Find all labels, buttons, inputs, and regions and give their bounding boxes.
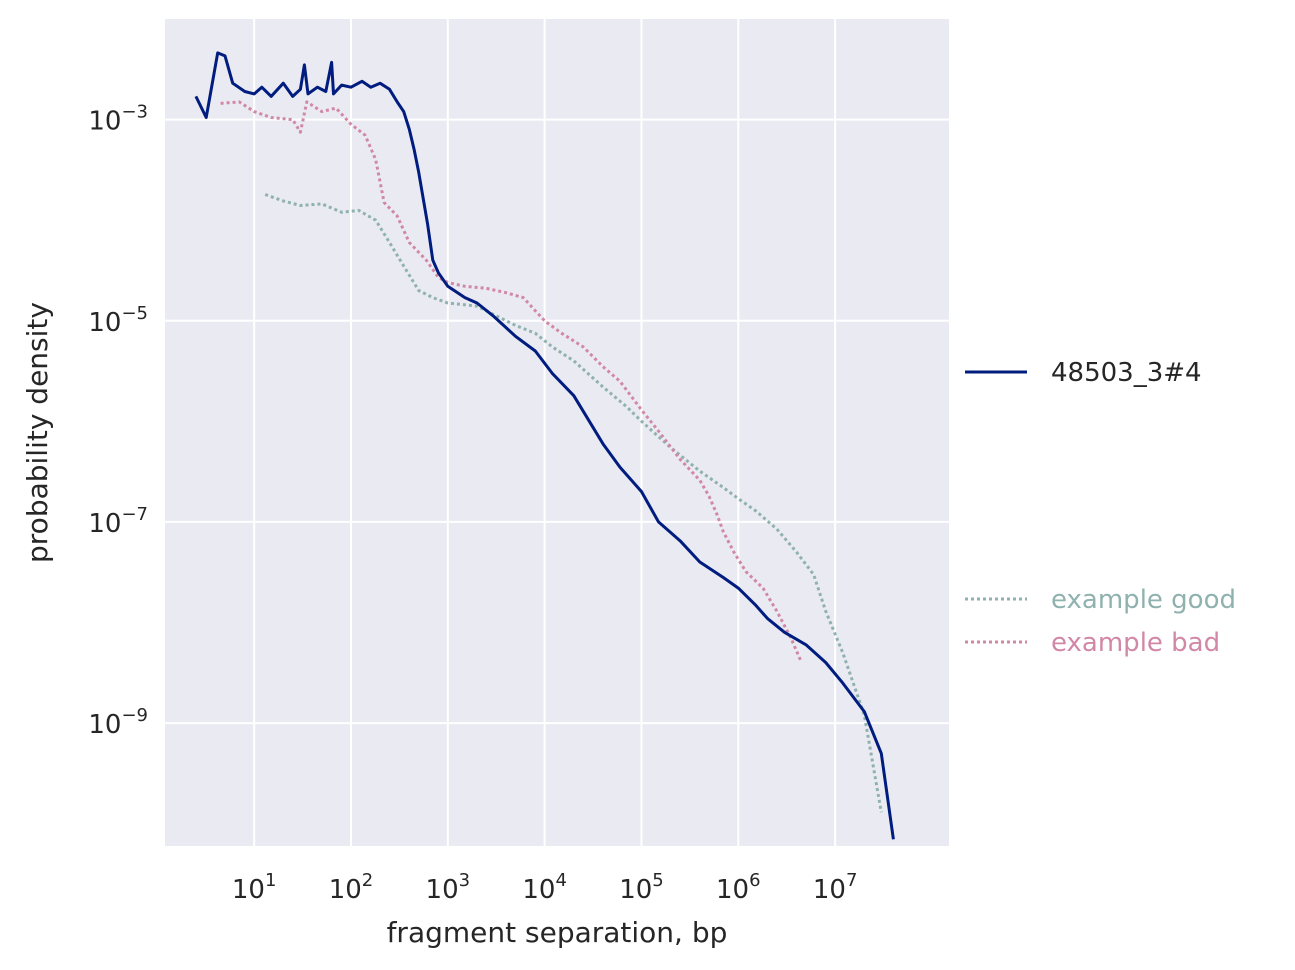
y-tick-label: 10−7 <box>88 504 148 539</box>
series-line-0 <box>194 51 895 840</box>
x-tick-label: 107 <box>813 870 858 905</box>
y-tick-label: 10−3 <box>88 102 148 137</box>
legend-label: example bad <box>1051 628 1220 658</box>
x-axis-ticks: 101 102 103 104 105 106 107 <box>232 870 858 905</box>
x-tick-label: 105 <box>619 870 664 905</box>
x-tick-label: 103 <box>426 870 471 905</box>
y-axis-ticks: 10−3 10−5 10−7 10−9 <box>88 102 148 741</box>
plot-background <box>165 19 949 846</box>
series-line-1 <box>264 193 883 813</box>
x-tick-label: 106 <box>716 870 761 905</box>
x-tick-label: 104 <box>522 870 567 905</box>
legend-label: 48503_3#4 <box>1051 358 1202 388</box>
x-axis-label: fragment separation, bp <box>387 916 728 949</box>
legend-label: example good <box>1051 585 1236 615</box>
y-tick-label: 10−5 <box>88 303 148 338</box>
x-tick-label: 102 <box>329 870 374 905</box>
x-tick-label: 101 <box>232 870 277 905</box>
y-axis-label: probability density <box>21 302 54 563</box>
series-lines <box>194 51 895 840</box>
grid <box>165 19 949 846</box>
y-tick-label: 10−9 <box>88 705 148 740</box>
